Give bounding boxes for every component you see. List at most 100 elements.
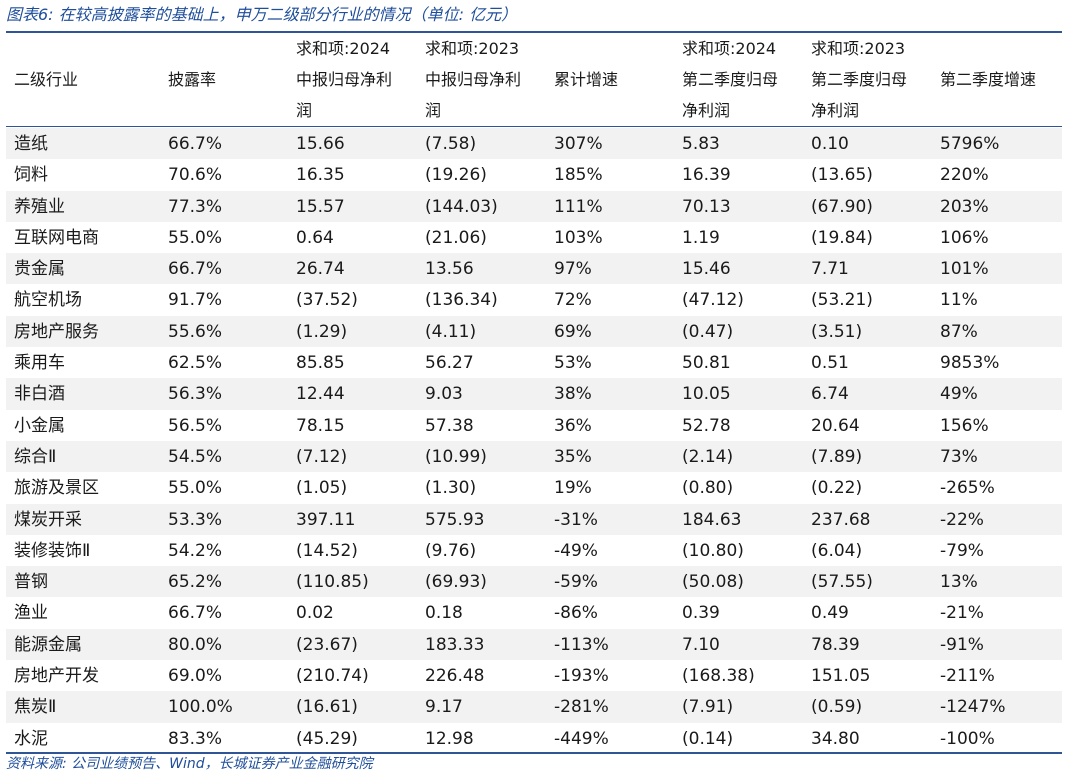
- cell-q2-2024-profit: (10.80): [682, 540, 744, 561]
- cell-q2-growth: -265%: [940, 478, 995, 499]
- cell-h1-2023-profit: (7.58): [425, 134, 477, 154]
- cell-industry: 非白酒: [14, 384, 65, 405]
- cell-h1-2024-profit: (16.61): [296, 697, 358, 718]
- cell-industry: 旅游及景区: [14, 478, 99, 499]
- cell-h1-2024-profit: 85.85: [296, 353, 345, 374]
- cell-q2-growth: 156%: [940, 415, 989, 436]
- table-row: 焦炭Ⅱ 100.0% (16.61) 9.17 -281% (7.91) (0.59) -12…: [6, 691, 1062, 723]
- cell-disclosure-rate: 100.0%: [168, 697, 233, 718]
- cell-industry: 饲料: [14, 165, 48, 186]
- cell-cumulative-growth: -49%: [554, 540, 598, 561]
- cell-h1-2023-profit: 57.38: [425, 415, 474, 436]
- cell-disclosure-rate: 55.0%: [168, 478, 223, 499]
- cell-industry: 水泥: [14, 728, 48, 749]
- table-bottom-rule: [6, 752, 1062, 754]
- cell-cumulative-growth: -449%: [554, 728, 609, 749]
- cell-h1-2024-profit: 0.02: [296, 603, 334, 624]
- cell-disclosure-rate: 56.3%: [168, 384, 223, 405]
- table-row: 水泥 83.3% (45.29) 12.98 -449% (0.14) 34.80 -100%: [6, 723, 1062, 754]
- cell-h1-2023-profit: (69.93): [425, 572, 487, 593]
- cell-cumulative-growth: 69%: [554, 321, 592, 342]
- cell-h1-2023-profit: 226.48: [425, 666, 485, 687]
- cell-h1-2024-profit: (37.52): [296, 290, 358, 311]
- cell-q2-growth: -91%: [940, 634, 984, 655]
- cell-cumulative-growth: 97%: [554, 259, 592, 280]
- cell-h1-2024-profit: 12.44: [296, 384, 345, 405]
- cell-cumulative-growth: 307%: [554, 134, 603, 154]
- cell-h1-2024-profit: 78.15: [296, 415, 345, 436]
- cell-disclosure-rate: 65.2%: [168, 572, 223, 593]
- cell-q2-growth: 49%: [940, 384, 978, 405]
- cell-q2-growth: 5796%: [940, 134, 1000, 154]
- cell-industry: 贵金属: [14, 259, 65, 280]
- cell-disclosure-rate: 62.5%: [168, 353, 223, 374]
- cell-disclosure-rate: 55.0%: [168, 227, 223, 248]
- table-top-rule: [6, 31, 1062, 33]
- header-cell-h1-2024-profit: 求和项:2024 中报归母净利 润: [296, 39, 393, 120]
- cell-q2-2024-profit: 16.39: [682, 165, 731, 186]
- cell-disclosure-rate: 66.7%: [168, 259, 223, 280]
- cell-q2-growth: 87%: [940, 321, 978, 342]
- cell-industry: 装修装饰Ⅱ: [14, 540, 91, 561]
- cell-q2-growth: -211%: [940, 666, 995, 687]
- cell-q2-2024-profit: 52.78: [682, 415, 731, 436]
- cell-industry: 能源金属: [14, 634, 82, 655]
- header-cell-h1-2023-profit: 求和项:2023 中报归母净利 润: [425, 39, 522, 120]
- table-row: 乘用车 62.5% 85.85 56.27 53% 50.81 0.51 9853%: [6, 347, 1062, 378]
- cell-q2-growth: 13%: [940, 572, 978, 593]
- cell-h1-2023-profit: (10.99): [425, 446, 487, 467]
- cell-h1-2023-profit: 13.56: [425, 259, 474, 280]
- cell-q2-2023-profit: 78.39: [811, 634, 860, 655]
- cell-q2-2024-profit: (47.12): [682, 290, 744, 311]
- table-row: 养殖业 77.3% 15.57 (144.03) 111% 70.13 (67.90) 203…: [6, 190, 1062, 222]
- cell-disclosure-rate: 70.6%: [168, 165, 223, 186]
- table-row: 综合Ⅱ 54.5% (7.12) (10.99) 35% (2.14) (7.89) 73%: [6, 440, 1062, 473]
- cell-cumulative-growth: -59%: [554, 572, 598, 593]
- cell-q2-2023-profit: 34.80: [811, 728, 860, 749]
- header-cell-q2-2023-profit: 求和项:2023 第二季度归母 净利润: [811, 39, 908, 120]
- cell-industry: 房地产服务: [14, 321, 99, 342]
- cell-q2-2024-profit: (2.14): [682, 446, 734, 467]
- cell-q2-2023-profit: 7.71: [811, 259, 849, 280]
- table-body: 造纸 66.7% 15.66 (7.58) 307% 5.83 0.10 5796% 饲料 70.…: [6, 128, 1062, 754]
- cell-q2-2024-profit: (168.38): [682, 666, 755, 687]
- cell-q2-2024-profit: (0.47): [682, 321, 734, 342]
- cell-q2-2024-profit: 184.63: [682, 509, 742, 530]
- table-row: 房地产服务 55.6% (1.29) (4.11) 69% (0.47) (3.51) 87%: [6, 315, 1062, 348]
- cell-h1-2023-profit: (19.26): [425, 165, 487, 186]
- cell-q2-2023-profit: (67.90): [811, 196, 873, 217]
- cell-h1-2023-profit: 9.03: [425, 384, 463, 405]
- cell-h1-2024-profit: 15.66: [296, 134, 345, 154]
- cell-q2-2023-profit: (19.84): [811, 227, 873, 248]
- cell-h1-2024-profit: (1.29): [296, 321, 348, 342]
- cell-disclosure-rate: 53.3%: [168, 509, 223, 530]
- table-row: 渔业 66.7% 0.02 0.18 -86% 0.39 0.49 -21%: [6, 597, 1062, 628]
- cell-disclosure-rate: 69.0%: [168, 666, 223, 687]
- cell-h1-2024-profit: (110.85): [296, 572, 369, 593]
- cell-h1-2024-profit: (14.52): [296, 540, 358, 561]
- cell-h1-2023-profit: (21.06): [425, 227, 487, 248]
- cell-h1-2024-profit: (7.12): [296, 446, 348, 467]
- cell-industry: 房地产开发: [14, 666, 99, 687]
- cell-q2-2023-profit: 0.49: [811, 603, 849, 624]
- cell-industry: 普钢: [14, 572, 48, 593]
- cell-q2-2023-profit: 0.51: [811, 353, 849, 374]
- cell-q2-growth: -100%: [940, 728, 995, 749]
- header-cell-q2-growth: 第二季度增速: [940, 70, 1037, 89]
- cell-industry: 煤炭开采: [14, 509, 82, 530]
- table-row: 能源金属 80.0% (23.67) 183.33 -113% 7.10 78.39 -91%: [6, 628, 1062, 661]
- cell-q2-growth: 220%: [940, 165, 989, 186]
- table-row: 普钢 65.2% (110.85) (69.93) -59% (50.08) (57.55)…: [6, 566, 1062, 598]
- cell-q2-2024-profit: 50.81: [682, 353, 731, 374]
- cell-q2-growth: 101%: [940, 259, 989, 280]
- cell-disclosure-rate: 66.7%: [168, 134, 223, 154]
- cell-disclosure-rate: 54.5%: [168, 446, 223, 467]
- cell-h1-2023-profit: 183.33: [425, 634, 485, 655]
- figure-title: 图表6: 在较高披露率的基础上，申万二级部分行业的情况（单位: 亿元）: [6, 5, 518, 24]
- cell-q2-2023-profit: 151.05: [811, 666, 871, 687]
- cell-h1-2024-profit: (1.05): [296, 478, 348, 499]
- cell-q2-2023-profit: 20.64: [811, 415, 860, 436]
- cell-h1-2023-profit: (1.30): [425, 478, 477, 499]
- cell-q2-2024-profit: (0.80): [682, 478, 734, 499]
- cell-q2-growth: -21%: [940, 603, 984, 624]
